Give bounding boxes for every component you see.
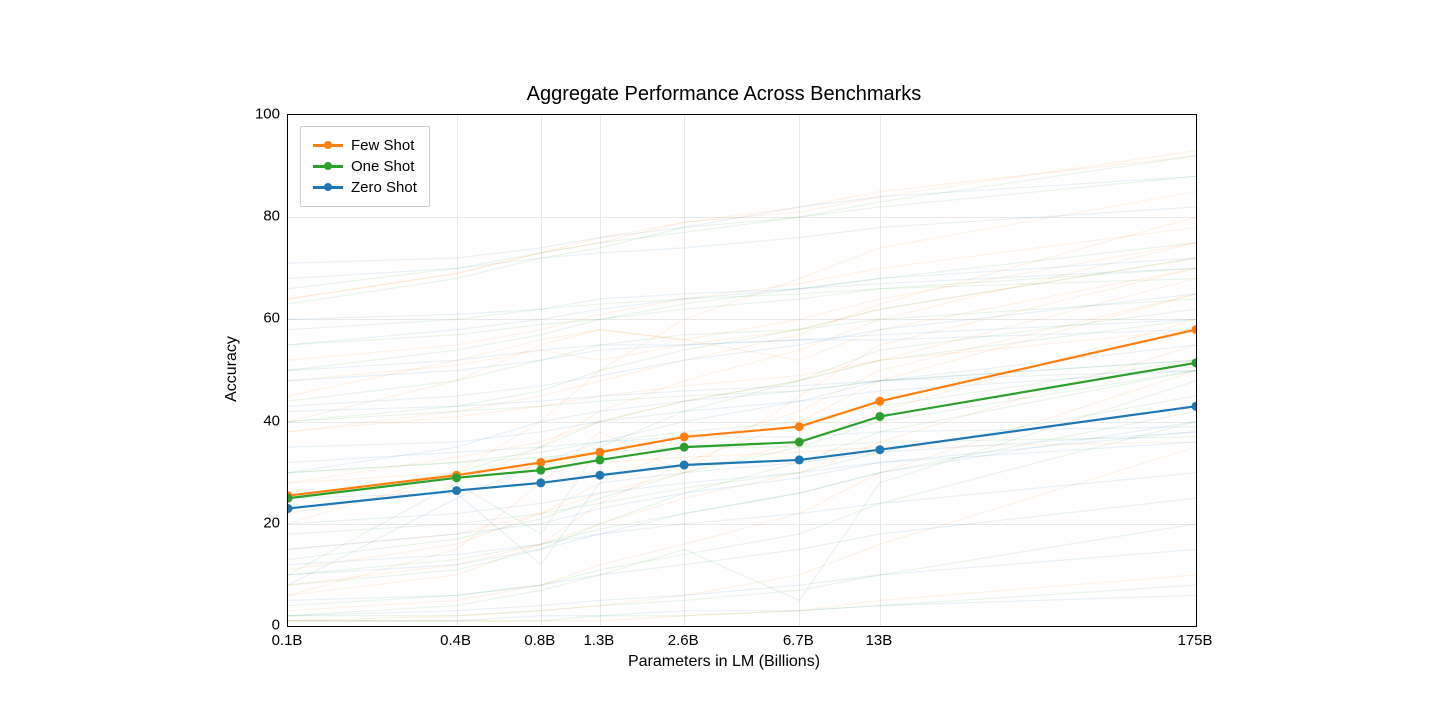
legend-label: Zero Shot: [351, 179, 417, 196]
x-tick-label: 13B: [866, 632, 893, 649]
legend-label: One Shot: [351, 158, 414, 175]
main-series-marker: [875, 412, 884, 421]
legend-swatch: [313, 186, 343, 189]
background-benchmark-line: [288, 243, 1196, 371]
background-benchmark-line: [288, 549, 1196, 615]
main-series-marker: [795, 422, 804, 431]
main-series-marker: [1192, 325, 1197, 334]
y-tick-label: 80: [263, 208, 280, 225]
main-series-marker: [795, 438, 804, 447]
legend-swatch: [313, 165, 343, 168]
background-benchmark-line: [288, 432, 1196, 550]
x-tick-label: 2.6B: [668, 632, 699, 649]
legend: Few Shot One Shot Zero Shot: [300, 126, 430, 207]
x-tick-label: 1.3B: [583, 632, 614, 649]
main-series-marker: [595, 455, 604, 464]
chart-container: Aggregate Performance Across Benchmarks …: [0, 0, 1448, 709]
main-series-marker: [452, 473, 461, 482]
y-tick-label: 0: [272, 617, 280, 634]
legend-item: One Shot: [313, 156, 417, 177]
main-series-marker: [536, 478, 545, 487]
main-series-marker: [1192, 358, 1197, 367]
legend-label: Few Shot: [351, 137, 414, 154]
background-benchmark-line: [288, 217, 1196, 432]
main-series-marker: [680, 432, 689, 441]
background-benchmark-line: [288, 330, 1196, 432]
main-series-marker: [875, 445, 884, 454]
main-series-marker: [595, 448, 604, 457]
x-tick-label: 175B: [1177, 632, 1212, 649]
background-benchmark-line: [288, 360, 1196, 472]
main-series-marker: [680, 443, 689, 452]
x-tick-label: 0.8B: [524, 632, 555, 649]
main-series-marker: [452, 486, 461, 495]
x-axis-label: Parameters in LM (Billions): [0, 653, 1448, 671]
background-benchmark-line: [288, 192, 1196, 524]
x-tick-label: 0.1B: [272, 632, 303, 649]
main-series-marker: [288, 504, 293, 513]
x-tick-label: 0.4B: [440, 632, 471, 649]
main-series-marker: [536, 466, 545, 475]
main-series-marker: [875, 397, 884, 406]
y-axis-label: Accuracy: [223, 336, 241, 402]
main-series-marker: [1192, 402, 1197, 411]
y-tick-label: 40: [263, 412, 280, 429]
legend-item: Zero Shot: [313, 177, 417, 198]
main-series-marker: [680, 461, 689, 470]
legend-item: Few Shot: [313, 135, 417, 156]
main-series-marker: [536, 458, 545, 467]
main-series-marker: [595, 471, 604, 480]
y-tick-label: 60: [263, 310, 280, 327]
background-benchmark-line: [288, 381, 1196, 616]
background-benchmark-line: [288, 360, 1196, 472]
y-tick-label: 20: [263, 514, 280, 531]
background-benchmark-line: [288, 473, 1196, 565]
x-tick-label: 6.7B: [783, 632, 814, 649]
legend-swatch: [313, 144, 343, 147]
main-series-marker: [795, 455, 804, 464]
chart-title: Aggregate Performance Across Benchmarks: [0, 83, 1448, 106]
y-tick-label: 100: [255, 106, 280, 123]
